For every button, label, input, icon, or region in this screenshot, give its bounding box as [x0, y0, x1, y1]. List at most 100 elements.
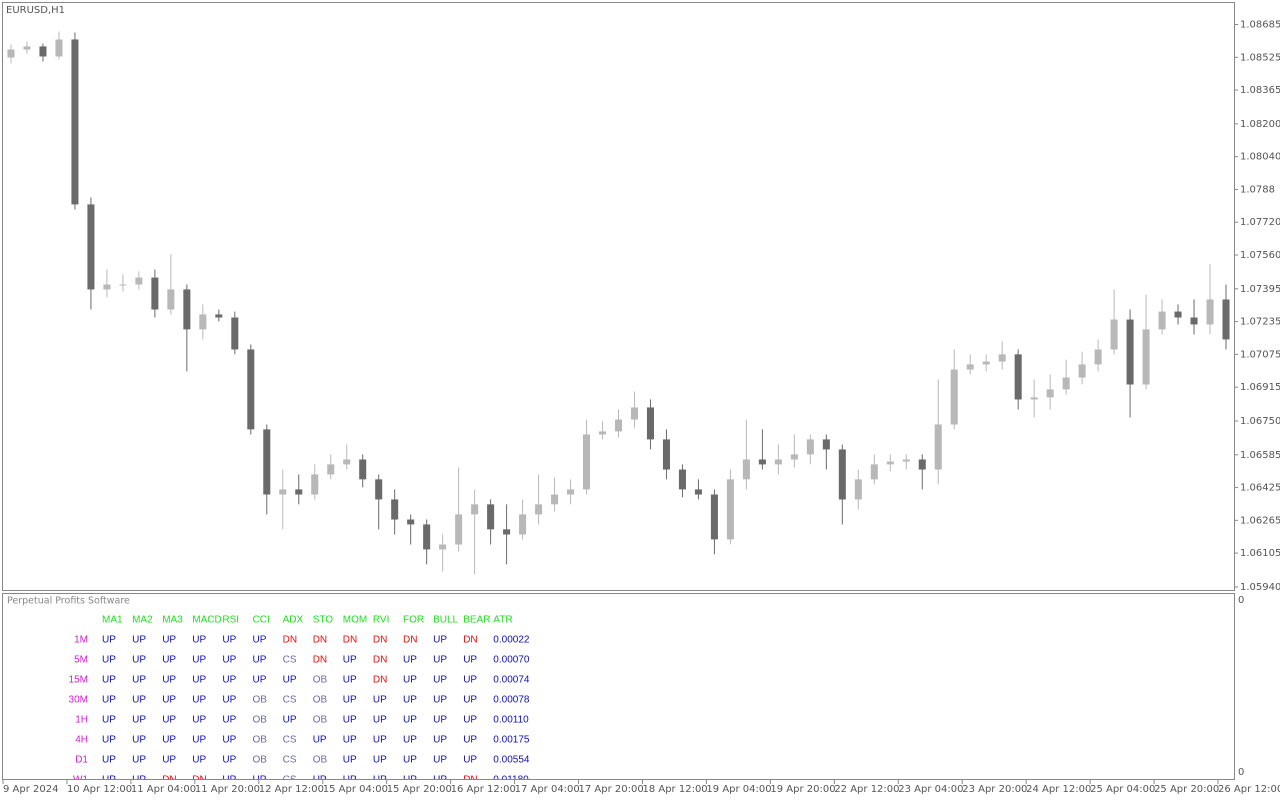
- price-frame: [2, 2, 1235, 591]
- cell: CS: [283, 695, 297, 706]
- y-tick-label: 1.07395: [1240, 284, 1280, 295]
- cell: UP: [192, 755, 206, 766]
- cell: UP: [463, 755, 477, 766]
- cell: UP: [102, 735, 116, 746]
- cell: 0.00175: [493, 735, 530, 746]
- cell: UP: [192, 635, 206, 646]
- y-tick-label: 1.08200: [1240, 119, 1280, 130]
- candle-body: [567, 489, 575, 495]
- candle-body: [854, 479, 862, 500]
- candle-body: [391, 499, 399, 520]
- cell: UP: [132, 655, 146, 666]
- y-tick-label: 1.07235: [1240, 317, 1280, 328]
- candle-body: [790, 454, 798, 460]
- indicator-scale-label: 0: [1238, 767, 1244, 778]
- candle-body: [614, 419, 623, 432]
- candle-body: [662, 439, 670, 470]
- y-tick-label: 1.08365: [1240, 85, 1280, 96]
- candle-body: [455, 514, 463, 545]
- cell: UP: [162, 655, 176, 666]
- candle-body: [694, 489, 702, 495]
- y-tick-label: 1.08040: [1240, 152, 1280, 163]
- candle-body: [55, 39, 63, 57]
- column-header: FOR: [403, 615, 424, 626]
- y-tick-label: 1.06265: [1240, 515, 1280, 526]
- y-tick-label: 1.06750: [1240, 416, 1280, 427]
- cell: DN: [463, 775, 477, 786]
- cell: UP: [253, 635, 267, 646]
- cell: UP: [313, 775, 327, 786]
- cell: UP: [102, 715, 116, 726]
- cell: UP: [433, 635, 447, 646]
- cell: UP: [253, 775, 267, 786]
- cell: UP: [463, 735, 477, 746]
- cell: 0.00070: [493, 655, 530, 666]
- cell: UP: [192, 715, 206, 726]
- cell: CS: [283, 755, 297, 766]
- column-header: BEAR: [463, 615, 490, 626]
- candle-body: [247, 349, 255, 430]
- y-tick-label: 1.06105: [1240, 548, 1280, 559]
- candle-body: [678, 469, 686, 490]
- candle-body: [407, 519, 415, 525]
- cell: UP: [463, 675, 477, 686]
- cell: OB: [253, 755, 268, 766]
- candle-body: [1014, 354, 1022, 400]
- candle-body: [71, 39, 79, 205]
- candle-body: [423, 524, 431, 550]
- cell: CS: [283, 655, 297, 666]
- candle-body: [199, 314, 207, 330]
- candle-body: [774, 459, 782, 465]
- candle-body: [822, 439, 830, 450]
- x-tick-label: 18 Apr 12:00: [642, 784, 707, 795]
- cell: UP: [343, 735, 357, 746]
- cell: UP: [463, 715, 477, 726]
- cell: UP: [222, 735, 236, 746]
- cell: UP: [162, 755, 176, 766]
- y-tick-label: 1.0788: [1240, 184, 1275, 195]
- cell: UP: [222, 755, 236, 766]
- cell: OB: [313, 675, 328, 686]
- cell: UP: [403, 695, 417, 706]
- cell: UP: [222, 715, 236, 726]
- cell: DN: [313, 635, 327, 646]
- candle-body: [311, 474, 319, 495]
- candle-body: [439, 544, 447, 550]
- cell: OB: [253, 695, 268, 706]
- candle-body: [742, 459, 750, 480]
- y-tick-label: 1.07720: [1240, 217, 1280, 228]
- x-tick-label: 22 Apr 12:00: [834, 784, 899, 795]
- candle-body: [135, 277, 143, 285]
- cell: UP: [403, 715, 417, 726]
- candle-body: [1062, 377, 1070, 390]
- candle-body: [998, 354, 1006, 362]
- x-tick-label: 16 Apr 12:00: [451, 784, 516, 795]
- candle-body: [1190, 317, 1198, 325]
- x-tick-label: 15 Apr 20:00: [387, 784, 452, 795]
- y-tick-label: 1.08685: [1240, 20, 1280, 31]
- cell: UP: [433, 735, 447, 746]
- cell: OB: [253, 715, 268, 726]
- candle-body: [375, 479, 383, 500]
- candle-body: [503, 529, 511, 535]
- cell: UP: [403, 755, 417, 766]
- cell: DN: [192, 775, 206, 786]
- column-header: CCI: [253, 615, 270, 626]
- cell: UP: [132, 695, 146, 706]
- cell: UP: [222, 655, 236, 666]
- candle-body: [918, 459, 926, 470]
- candle-body: [487, 504, 495, 530]
- cell: 0.01180: [493, 775, 529, 786]
- column-header: ADX: [283, 615, 304, 626]
- cell: UP: [343, 655, 357, 666]
- candle-body: [966, 364, 974, 370]
- cell: UP: [433, 755, 447, 766]
- cell: UP: [433, 695, 447, 706]
- cell: UP: [313, 735, 327, 746]
- candle-body: [183, 289, 191, 330]
- candle-body: [359, 459, 367, 480]
- x-tick-label: 15 Apr 04:00: [323, 784, 388, 795]
- indicator-frame: [2, 593, 1235, 780]
- candle-body: [934, 424, 942, 470]
